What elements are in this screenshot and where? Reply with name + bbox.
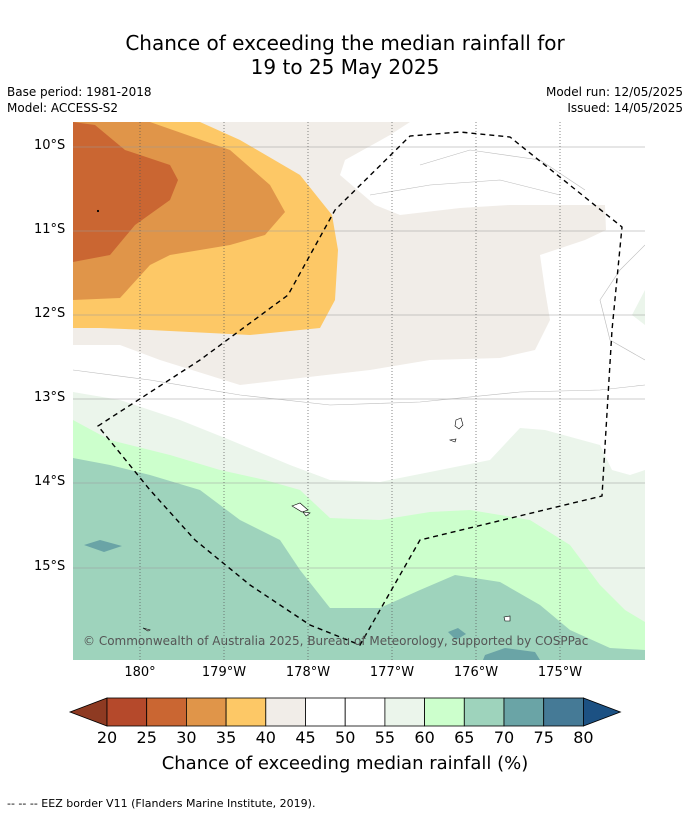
- colorbar-tick-label: 50: [335, 728, 356, 747]
- contour-line-2: [599, 244, 645, 361]
- island-small-c: [448, 438, 457, 443]
- issued-date: Issued: 14/05/2025: [567, 101, 683, 115]
- colorbar-segment: [305, 697, 346, 727]
- lat-tick-12s: 12°S: [34, 306, 66, 321]
- island-small-b: [503, 615, 511, 622]
- base-period: Base period: 1981-2018: [7, 85, 152, 99]
- colorbar-segment: [384, 697, 425, 727]
- lat-tick-15s: 15°S: [34, 559, 66, 574]
- colorbar-tick-label: 40: [255, 728, 276, 747]
- colorbar-tick-label: 80: [573, 728, 594, 747]
- contour-75-a: [84, 540, 122, 552]
- island-uvea: [454, 417, 464, 430]
- colorbar-segment: [265, 697, 306, 727]
- lon-tick-177w: 177°W: [369, 665, 415, 680]
- island-futuna: [291, 502, 309, 513]
- lon-tick-176w: 176°W: [453, 665, 499, 680]
- colorbar-tick-label: 25: [136, 728, 157, 747]
- colorbar-segment: [543, 697, 584, 727]
- contour-70: [73, 458, 645, 660]
- lon-tick-178w: 178°W: [285, 665, 331, 680]
- colorbar-under-arrow: [68, 697, 108, 727]
- contour-line-1: [73, 369, 645, 406]
- contour-line-4: [369, 179, 561, 196]
- colorbar-segment: [225, 697, 267, 727]
- colorbar-tick-label: 65: [454, 728, 475, 747]
- colorbar-tick-label: 70: [493, 728, 515, 747]
- colorbar-over-arrow: [583, 697, 622, 727]
- contour-line-3: [419, 149, 586, 191]
- map-title-line1: Chance of exceeding the median rainfall …: [125, 31, 565, 55]
- colorbar-segment: [185, 697, 227, 727]
- contour-60-east: [632, 290, 645, 325]
- colorbar-tick-label: 45: [295, 728, 316, 747]
- copyright-notice: © Commonwealth of Australia 2025, Bureau…: [83, 634, 589, 648]
- colorbar-tick-label: 20: [96, 728, 118, 747]
- lat-tick-14s: 14°S: [34, 474, 66, 489]
- colorbar-segment: [424, 697, 465, 727]
- lon-tick-180: 180°: [124, 665, 156, 680]
- island-dot: [96, 209, 100, 213]
- colorbar: [68, 697, 622, 727]
- model-run: Model run: 12/05/2025: [545, 85, 683, 99]
- colorbar-segment: [503, 697, 545, 727]
- island-small-a: [302, 511, 311, 517]
- contour-75-b: [448, 628, 466, 640]
- colorbar-segment: [344, 697, 386, 727]
- colorbar-tick-label: 55: [374, 728, 396, 747]
- islands: [96, 209, 511, 632]
- lon-tick-179w: 179°W: [201, 665, 247, 680]
- map-title-line2: 19 to 25 May 2025: [250, 55, 440, 79]
- colorbar-tick-label: 60: [414, 728, 435, 747]
- latitude-gridlines: [73, 146, 645, 569]
- lat-tick-13s: 13°S: [34, 390, 66, 405]
- colorbar-segment: [463, 697, 505, 727]
- eez-footnote: -- -- -- EEZ border V11 (Flanders Marine…: [7, 797, 316, 810]
- colorbar-tick-label: 35: [215, 728, 237, 747]
- colorbar-segment: [146, 697, 187, 727]
- contour-75-c: [483, 648, 540, 660]
- rainfall-contours: [73, 122, 645, 660]
- colorbar-tick-label: 75: [533, 728, 554, 747]
- island-small-d: [142, 627, 151, 632]
- lat-tick-10s: 10°S: [34, 138, 66, 153]
- lat-tick-11s: 11°S: [34, 222, 66, 237]
- model-name: Model: ACCESS-S2: [7, 101, 119, 115]
- colorbar-segment: [106, 697, 148, 727]
- contour-30: [73, 122, 178, 262]
- lon-tick-175w: 175°W: [537, 665, 583, 680]
- colorbar-tick-label: 30: [176, 728, 197, 747]
- colorbar-title: Chance of exceeding median rainfall (%): [161, 753, 529, 774]
- eez-border: [96, 131, 623, 646]
